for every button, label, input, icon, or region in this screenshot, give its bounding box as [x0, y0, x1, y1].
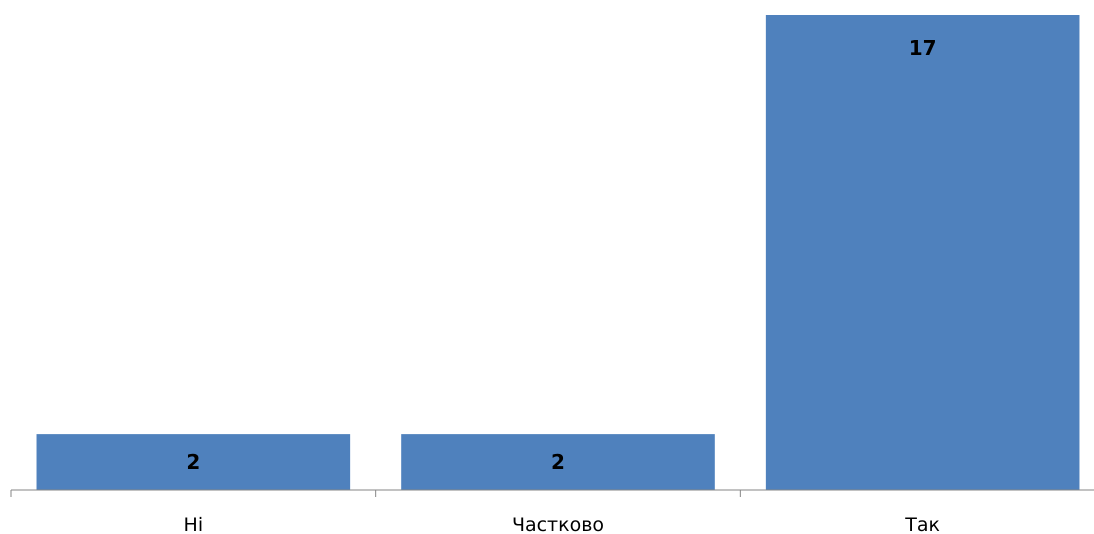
data-label-0: 2: [186, 450, 200, 474]
bar-1: [401, 434, 715, 490]
x-tick-label-2: Так: [904, 514, 940, 534]
bars-group: [36, 15, 1080, 490]
bar-2: [765, 15, 1080, 490]
data-labels-group: 2 2 17: [186, 36, 936, 474]
x-tick-label-0: Ні: [184, 514, 204, 534]
bar-0: [36, 434, 351, 490]
x-axis: [10, 489, 1094, 497]
x-tick-label-1: Частково: [512, 514, 604, 534]
x-tick-labels-group: Ні Частково Так: [184, 514, 940, 534]
data-label-1: 2: [551, 450, 565, 474]
data-label-2: 17: [909, 36, 937, 60]
